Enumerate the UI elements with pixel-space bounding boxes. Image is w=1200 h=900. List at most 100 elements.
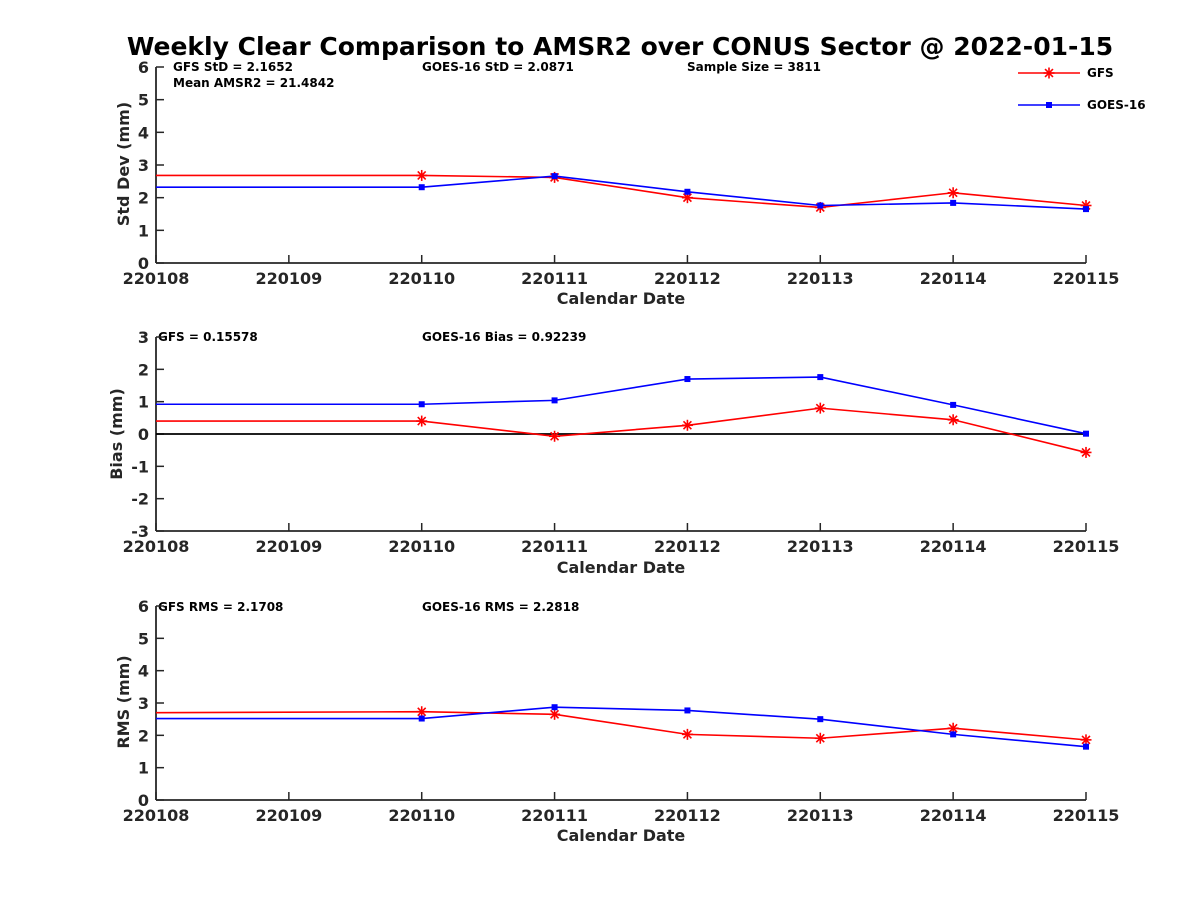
stddev-x-tick-label: 220109 [255, 269, 322, 288]
rms-x-tick-label: 220110 [388, 806, 455, 825]
bias-gfs-point-stroke [417, 416, 427, 426]
stddev-x-tick-label: 220114 [920, 269, 987, 288]
rms-gfs-point-stroke [550, 709, 560, 719]
gfs-rms-annotation: GFS RMS = 2.1708 [158, 600, 283, 614]
bias-gfs-point-stroke [1081, 447, 1091, 457]
rms-gfs-point [549, 708, 561, 720]
bias-goes-16-point [950, 401, 957, 408]
bias-x-tick-label: 220112 [654, 537, 721, 556]
rms-gfs-point [416, 706, 428, 718]
goes-std-annotation: GOES-16 StD = 2.0871 [422, 60, 574, 74]
stddev-gfs-point [416, 169, 428, 181]
bias-gfs-point-stroke [550, 431, 560, 441]
rms-goes-16-point [684, 707, 691, 714]
legend-gfs-marker [1043, 67, 1055, 79]
stddev-panel: GFS StD = 2.1652 Mean AMSR2 = 21.4842 GO… [114, 58, 1119, 308]
legend-goes-label: GOES-16 [1087, 98, 1146, 112]
rms-x-tick-label: 220109 [255, 806, 322, 825]
bias-goes-16-point [551, 397, 558, 404]
rms-x-tick-label: 220113 [787, 806, 854, 825]
stddev-y-tick-label: 0 [138, 254, 149, 273]
bias-x-tick-label: 220114 [920, 537, 987, 556]
stddev-x-tick-label: 220112 [654, 269, 721, 288]
stddev-goes-16-point [418, 184, 425, 191]
rms-xlabel: Calendar Date [557, 826, 686, 845]
rms-y-tick-label: 0 [138, 791, 149, 810]
bias-y-tick-label: 1 [138, 393, 149, 412]
rms-gfs-point [947, 722, 959, 734]
stddev-y-tick-label: 4 [138, 123, 149, 142]
stddev-y-tick-label: 6 [138, 58, 149, 77]
rms-gfs-point-stroke [948, 723, 958, 733]
rms-gfs-point [681, 728, 693, 740]
legend-goes-marker-glyph [1046, 102, 1052, 108]
rms-y-tick-label: 5 [138, 629, 149, 648]
bias-gfs-point-stroke [948, 415, 958, 425]
bias-y-tick-label: 2 [138, 360, 149, 379]
stddev-x-tick-label: 220113 [787, 269, 854, 288]
rms-goes-16-point [817, 716, 824, 723]
stddev-gfs-point-stroke [417, 170, 427, 180]
rms-x-tick-label: 220114 [920, 806, 987, 825]
rms-panel: GFS RMS = 2.1708 GOES-16 RMS = 2.2818 Ca… [114, 597, 1119, 845]
bias-x-tick-label: 220108 [123, 537, 190, 556]
rms-gfs-point [1080, 734, 1092, 746]
rms-y-tick-label: 2 [138, 726, 149, 745]
bias-panel: GFS = 0.15578 GOES-16 Bias = 0.92239 Cal… [107, 328, 1119, 577]
stddev-y-tick-label: 2 [138, 189, 149, 208]
bias-gfs-point-stroke [682, 420, 692, 430]
stddev-goes-16-point [684, 188, 691, 195]
rms-x-tick-label: 220115 [1053, 806, 1120, 825]
stddev-ylabel: Std Dev (mm) [114, 102, 133, 226]
rms-y-tick-label: 4 [138, 662, 149, 681]
stddev-goes-16-point [817, 202, 824, 209]
rms-ylabel: RMS (mm) [114, 655, 133, 748]
bias-gfs-point [947, 414, 959, 426]
rms-goes-16-line [156, 706, 1087, 748]
rms-goes-16-point [950, 731, 957, 738]
bias-gfs-point [416, 415, 428, 427]
legend: GFS GOES-16 [1018, 66, 1146, 112]
stddev-y-tick-label: 5 [138, 91, 149, 110]
bias-gfs-line [156, 407, 1087, 454]
rms-gfs-point [814, 732, 826, 744]
bias-goes-16-point [817, 374, 824, 381]
rms-goes-16-point [1083, 743, 1089, 750]
bias-gfs-point-stroke [815, 403, 825, 413]
stddev-goes-16-line [156, 175, 1087, 210]
bias-goes-16-point [684, 376, 691, 383]
gfs-std-annotation: GFS StD = 2.1652 [173, 60, 293, 74]
stddev-x-tick-label: 220110 [388, 269, 455, 288]
bias-y-tick-label: 3 [138, 328, 149, 347]
bias-y-tick-label: -2 [131, 490, 149, 509]
stddev-gfs-point [947, 187, 959, 199]
stddev-x-tick-label: 220111 [521, 269, 588, 288]
goes-rms-annotation: GOES-16 RMS = 2.2818 [422, 600, 579, 614]
stddev-x-tick-label: 220115 [1053, 269, 1120, 288]
rms-gfs-line [155, 710, 1087, 741]
bias-goes-16-line [156, 376, 1087, 435]
stddev-gfs-point-stroke [682, 193, 692, 203]
bias-gfs-point [681, 419, 693, 431]
bias-ylabel: Bias (mm) [107, 388, 126, 480]
bias-gfs-point [814, 402, 826, 414]
bias-y-tick-label: -1 [131, 457, 149, 476]
rms-goes-16-point [418, 715, 425, 722]
rms-gfs-point-stroke [417, 707, 427, 717]
stddev-goes-16-point [1083, 206, 1089, 213]
stddev-goes-16-point [551, 173, 558, 180]
bias-goes-16-point [418, 401, 425, 408]
rms-gfs-point-stroke [1081, 735, 1091, 745]
stddev-xlabel: Calendar Date [557, 289, 686, 308]
bias-goes-16-point [1083, 430, 1089, 437]
rms-gfs-point-stroke [815, 733, 825, 743]
bias-y-tick-label: -3 [131, 522, 149, 541]
legend-gfs-marker-glyph [1043, 67, 1055, 79]
goes-bias-annotation: GOES-16 Bias = 0.92239 [422, 330, 586, 344]
mean-amsr2-annotation: Mean AMSR2 = 21.4842 [173, 76, 334, 90]
bias-gfs-point [549, 430, 561, 442]
sample-size-annotation: Sample Size = 3811 [687, 60, 821, 74]
rms-x-tick-label: 220111 [521, 806, 588, 825]
legend-gfs-marker-glyph-stroke [1044, 68, 1054, 78]
